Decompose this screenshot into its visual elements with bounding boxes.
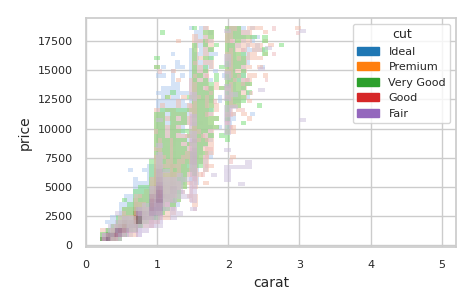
- Y-axis label: price: price: [18, 115, 32, 150]
- X-axis label: carat: carat: [253, 276, 289, 290]
- Legend: Ideal, Premium, Very Good, Good, Fair: Ideal, Premium, Very Good, Good, Fair: [353, 23, 450, 123]
